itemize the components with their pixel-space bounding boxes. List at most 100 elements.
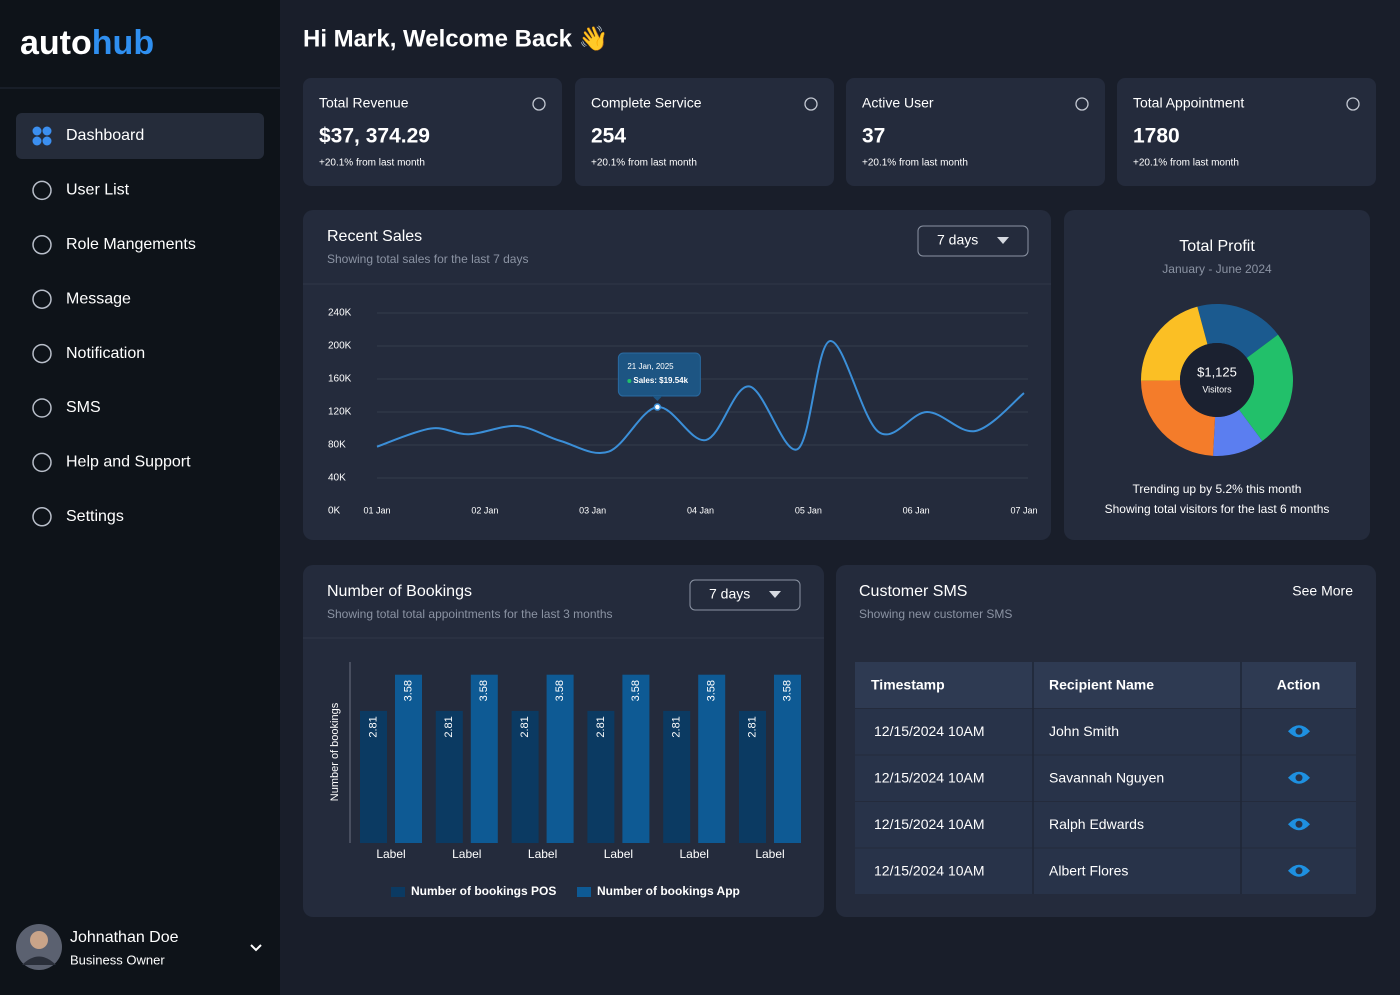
- view-icon-pupil: [1295, 820, 1303, 828]
- y-tick-label: 200K: [328, 341, 352, 352]
- see-more[interactable]: See More: [1292, 583, 1353, 599]
- legend-swatch: [577, 887, 591, 897]
- tooltip-pointer: [652, 396, 663, 402]
- dropdown[interactable]: [689, 579, 801, 611]
- nav-item[interactable]: SMS: [66, 399, 101, 416]
- cell: John Smith: [1049, 723, 1119, 739]
- stat-title: Active User: [862, 95, 934, 111]
- legend-label: Number of bookings POS: [411, 884, 556, 898]
- bar: [663, 710, 691, 843]
- dropdown-arrow: [997, 237, 1009, 244]
- tooltip-value: Sales: $19.54k: [633, 376, 688, 385]
- stat-change: +20.1% from last month: [319, 158, 425, 169]
- nav-icon: [42, 126, 52, 136]
- table-header: [855, 662, 1356, 708]
- bar: [587, 710, 615, 843]
- nav-item[interactable]: Role Mangements: [66, 236, 196, 253]
- sidebar: [0, 0, 280, 995]
- x-tick-label: 06 Jan: [903, 505, 930, 515]
- user-menu[interactable]: [250, 944, 262, 952]
- bar: [622, 674, 650, 843]
- nav-icon: [32, 136, 42, 146]
- cell: Savannah Nguyen: [1049, 769, 1164, 785]
- bar: [511, 710, 539, 843]
- nav-item[interactable]: Dashboard: [66, 127, 144, 144]
- nav-item[interactable]: Notification: [66, 345, 145, 362]
- stat-card: [575, 78, 834, 186]
- table-row: [855, 802, 1356, 848]
- nav-icon: [32, 343, 52, 364]
- stat-change: +20.1% from last month: [1133, 158, 1239, 169]
- bar-value-label: 2.81: [519, 716, 531, 737]
- avatar-body: [22, 956, 56, 965]
- cell: 12/15/2024 10AM: [874, 862, 985, 878]
- bar: [698, 674, 726, 843]
- x-tick-label: 05 Jan: [795, 505, 822, 515]
- tooltip: [617, 352, 701, 397]
- nav: Dashboard User List Role Mangements Message…: [16, 113, 264, 527]
- card-title: Recent Sales: [327, 228, 422, 245]
- bar-value-label: 3.58: [402, 680, 414, 701]
- nav-item[interactable]: Help and Support: [66, 454, 191, 471]
- stat-icon: [1346, 97, 1360, 111]
- x-tick-label: Label: [528, 847, 557, 861]
- tooltip-date: 21 Jan, 2025: [627, 362, 674, 371]
- user-name: Johnathan Doe: [70, 929, 179, 946]
- card-title: Customer SMS: [859, 583, 967, 600]
- legend-swatch: [391, 887, 405, 897]
- nav-icon: [32, 452, 52, 473]
- y-tick-label: 40K: [328, 473, 346, 484]
- stat-title: Total Appointment: [1133, 95, 1244, 111]
- pie-slice: [1141, 380, 1216, 456]
- bar-value-label: 3.58: [630, 680, 642, 701]
- pie-slice: [1239, 334, 1293, 442]
- pie-footer: Trending up by 5.2% this month: [1133, 482, 1302, 496]
- stat-title: Total Revenue: [319, 95, 409, 111]
- stat-card: [303, 78, 562, 186]
- card-subtitle: Showing new customer SMS: [859, 607, 1012, 621]
- table-row: [855, 709, 1356, 755]
- user-role: Business Owner: [70, 952, 165, 967]
- x-tick-label: Label: [604, 847, 633, 861]
- cell: Albert Flores: [1049, 862, 1128, 878]
- greeting: Hi Mark, Welcome Back 👋: [303, 25, 609, 52]
- bar-value-label: 2.81: [443, 716, 455, 737]
- line: [376, 340, 1025, 454]
- bar-value-label: 2.81: [367, 716, 379, 737]
- bar: [470, 674, 498, 843]
- x-tick-label: 03 Jan: [579, 505, 606, 515]
- bar-value-label: 2.81: [671, 716, 683, 737]
- view-icon-pupil: [1295, 867, 1303, 875]
- nav-icon: [42, 136, 52, 146]
- pie-slice: [1197, 304, 1279, 358]
- x-tick-label: Label: [376, 847, 405, 861]
- column-header: Recipient Name: [1049, 677, 1154, 693]
- nav-item[interactable]: User List: [66, 182, 130, 199]
- card-subtitle: Showing total sales for the last 7 days: [327, 252, 528, 266]
- x-tick-label: Label: [680, 847, 709, 861]
- y-tick-label: 240K: [328, 308, 352, 319]
- pie-slice: [1141, 306, 1208, 381]
- view-icon-pupil: [1295, 774, 1303, 782]
- pie-hole: [1180, 343, 1254, 417]
- nav-item[interactable]: Message: [66, 290, 131, 307]
- stat-value: 37: [862, 125, 885, 148]
- bar: [395, 674, 422, 843]
- dropdown-arrow: [769, 591, 781, 598]
- bar-chart: Number of bookings 2.81 3.58 Label 2.81 3.58 L…: [329, 662, 801, 898]
- avatar-face: [30, 931, 48, 949]
- bar: [546, 674, 574, 843]
- stat-icon: [1075, 97, 1089, 111]
- nav-item[interactable]: Settings: [66, 508, 124, 525]
- x-tick-label: 07 Jan: [1010, 505, 1037, 515]
- legend-label: Number of bookings App: [597, 884, 740, 898]
- pie-chart: $1,125 Visitors: [1141, 304, 1293, 456]
- stat-card: [846, 78, 1105, 186]
- stat-change: +20.1% from last month: [591, 158, 697, 169]
- pie-center-value: $1,125: [1197, 364, 1237, 379]
- x-tick-label: 04 Jan: [687, 505, 714, 515]
- stat-card: [1117, 78, 1376, 186]
- dropdown[interactable]: [917, 225, 1029, 257]
- nav-icon: [32, 289, 52, 309]
